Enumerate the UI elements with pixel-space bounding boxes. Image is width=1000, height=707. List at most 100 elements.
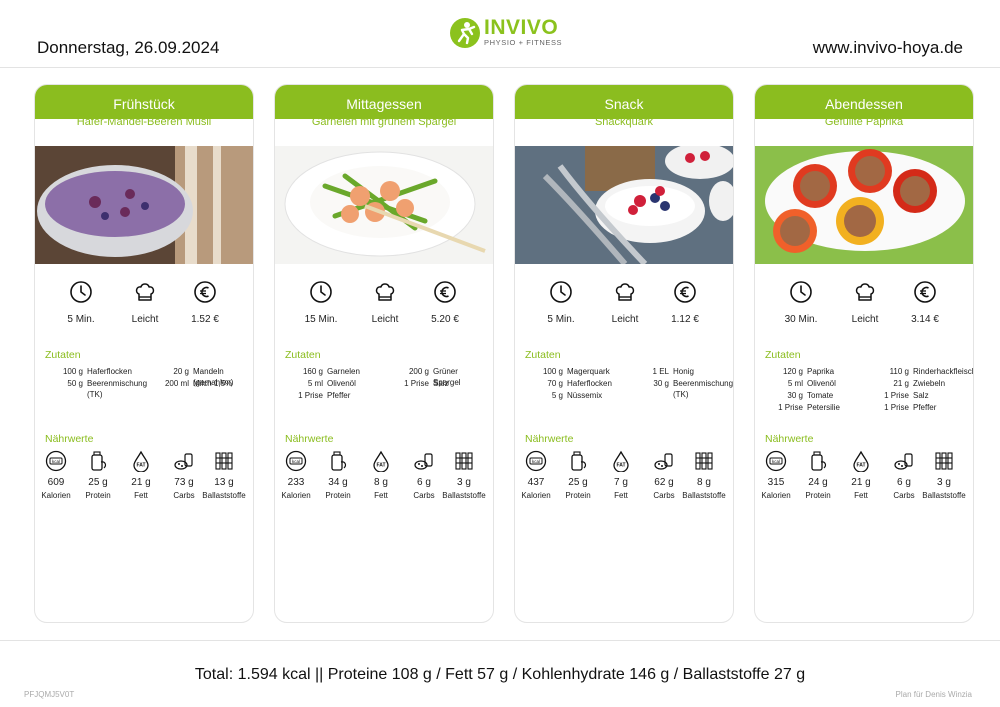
ingredient-qty: 1 Prise (298, 391, 323, 400)
dish-name: Hafer-Mandel-Beeren Müsli (76, 119, 212, 128)
ingredient-name: Beerenmischung (TK) (673, 379, 734, 399)
meal-card: Snack Snackquark 5 Min. Leicht 1.12 € Zut… (514, 84, 734, 623)
calories-value: 233 (287, 477, 305, 488)
ingredient-qty: 30 g (653, 379, 669, 388)
fat-label: Fett (374, 491, 388, 500)
chef-hat-icon (373, 280, 397, 304)
calories-item: kcal 609 Kalorien (35, 450, 79, 500)
daily-total: Total: 1.594 kcal || Proteine 108 g / Fe… (194, 666, 806, 683)
clock-icon (549, 280, 573, 304)
calories-label: Kalorien (41, 491, 71, 500)
ingredient-qty: 20 g (173, 367, 189, 376)
dish-photo (515, 146, 733, 264)
carbs-item: 6 g Carbs (401, 450, 447, 500)
ingredient-qty: 110 g (889, 367, 909, 376)
svg-text:kcal: kcal (52, 459, 60, 464)
meal-title: Snack (515, 85, 733, 119)
website-link[interactable]: www.invivo-hoya.de (812, 38, 963, 57)
prep-time-item: 15 Min. (291, 280, 351, 325)
protein-icon (327, 450, 349, 472)
prep-time-value: 5 Min. (547, 314, 575, 325)
clock-icon (309, 280, 333, 304)
runner-logo-icon (450, 18, 480, 48)
price-item: 1.12 € (655, 280, 715, 325)
page-header: Donnerstag, 26.09.2024 INVIVO PHYSIO + F… (0, 0, 1000, 68)
price-value: 3.14 € (911, 314, 939, 325)
fat-value: 7 g (614, 477, 628, 488)
svg-text:kcal: kcal (292, 459, 300, 464)
ingredient-qty: 1 EL (652, 367, 669, 376)
ingredient-qty: 70 g (547, 379, 563, 388)
ingredients-list: 100 g Haferflocken 20 g Mandeln (gemahle… (35, 366, 253, 436)
fiber-icon (693, 450, 715, 472)
ingredient-qty: 160 g (302, 367, 323, 376)
fiber-item: 8 g Ballaststoffe (681, 450, 727, 500)
protein-value: 25 g (88, 477, 108, 488)
fiber-item: 13 g Ballaststoffe (201, 450, 247, 500)
ingredient-qty: 1 Prise (884, 391, 909, 400)
ingredient-qty: 30 g (787, 391, 803, 400)
svg-text:kcal: kcal (772, 459, 780, 464)
svg-text:FAT: FAT (856, 463, 865, 469)
calories-icon: kcal (285, 450, 307, 472)
difficulty-value: Leicht (611, 314, 639, 325)
price-value: 5.20 € (431, 314, 459, 325)
euro-icon (673, 280, 697, 304)
difficulty-item: Leicht (835, 280, 895, 325)
fat-icon: FAT (850, 450, 872, 473)
ingredient-name: Pfeffer (913, 403, 937, 412)
ingredient-name: Nüssemix (567, 391, 603, 400)
carbs-value: 62 g (654, 477, 674, 488)
carbs-icon (653, 450, 675, 472)
plan-owner: Plan für Denis Winzia (895, 690, 972, 699)
carbs-icon (413, 450, 435, 472)
protein-value: 25 g (568, 477, 588, 488)
ingredient-qty: 5 g (551, 391, 563, 400)
svg-text:FAT: FAT (376, 463, 385, 469)
fat-item: FAT 7 g Fett (598, 450, 644, 500)
dish-photo (275, 146, 493, 264)
difficulty-value: Leicht (851, 314, 879, 325)
chef-hat-icon (853, 280, 877, 304)
calories-item: kcal 315 Kalorien (755, 450, 799, 500)
protein-value: 24 g (808, 477, 828, 488)
calories-value: 315 (767, 477, 785, 488)
ingredient-name: Paprika (807, 367, 835, 376)
price-item: 5.20 € (415, 280, 475, 325)
nutrition-row: kcal 233 Kalorien 34 g Protein FAT 8 g F… (275, 450, 493, 510)
chef-hat-icon (613, 280, 637, 304)
ingredient-name: Magerquark (567, 367, 610, 376)
fiber-icon (933, 450, 955, 472)
ingredients-heading: Zutaten (285, 349, 321, 361)
euro-icon (913, 280, 937, 304)
fiber-icon (453, 450, 475, 472)
logo-wordmark: INVIVO (484, 16, 559, 39)
ingredient-qty: 5 ml (787, 379, 803, 388)
nutrition-row: kcal 437 Kalorien 25 g Protein FAT 7 g F… (515, 450, 733, 510)
ingredient-name: Milch 1,5% (193, 379, 233, 388)
carbs-icon (893, 450, 915, 472)
ingredient-name: Grüner Spargel (433, 367, 461, 387)
ingredients-list: 120 g Paprika 110 g Rinderhackfleisch 5 … (755, 366, 973, 436)
protein-item: 25 g Protein (555, 450, 601, 500)
fiber-value: 3 g (457, 477, 471, 488)
plan-date: Donnerstag, 26.09.2024 (37, 38, 220, 57)
ingredients-list: 160 g Garnelen 200 g Grüner Spargel 5 ml… (275, 366, 493, 436)
protein-label: Protein (565, 491, 591, 500)
meal-title: Frühstück (35, 85, 253, 119)
dish-name: Snackquark (594, 119, 654, 128)
fiber-label: Ballaststoffe (922, 491, 966, 500)
fat-label: Fett (614, 491, 628, 500)
ingredient-name: Salz (433, 379, 449, 388)
difficulty-value: Leicht (371, 314, 399, 325)
svg-text:FAT: FAT (616, 463, 625, 469)
protein-icon (87, 450, 109, 472)
ingredient-qty: 100 g (542, 367, 563, 376)
carbs-label: Carbs (653, 491, 675, 500)
ingredient-qty: 1 Prise (404, 379, 429, 388)
fiber-label: Ballaststoffe (202, 491, 246, 500)
fat-icon: FAT (610, 450, 632, 473)
price-value: 1.12 € (671, 314, 699, 325)
carbs-item: 73 g Carbs (161, 450, 207, 500)
meal-meta: 15 Min. Leicht 5.20 € (275, 280, 493, 330)
